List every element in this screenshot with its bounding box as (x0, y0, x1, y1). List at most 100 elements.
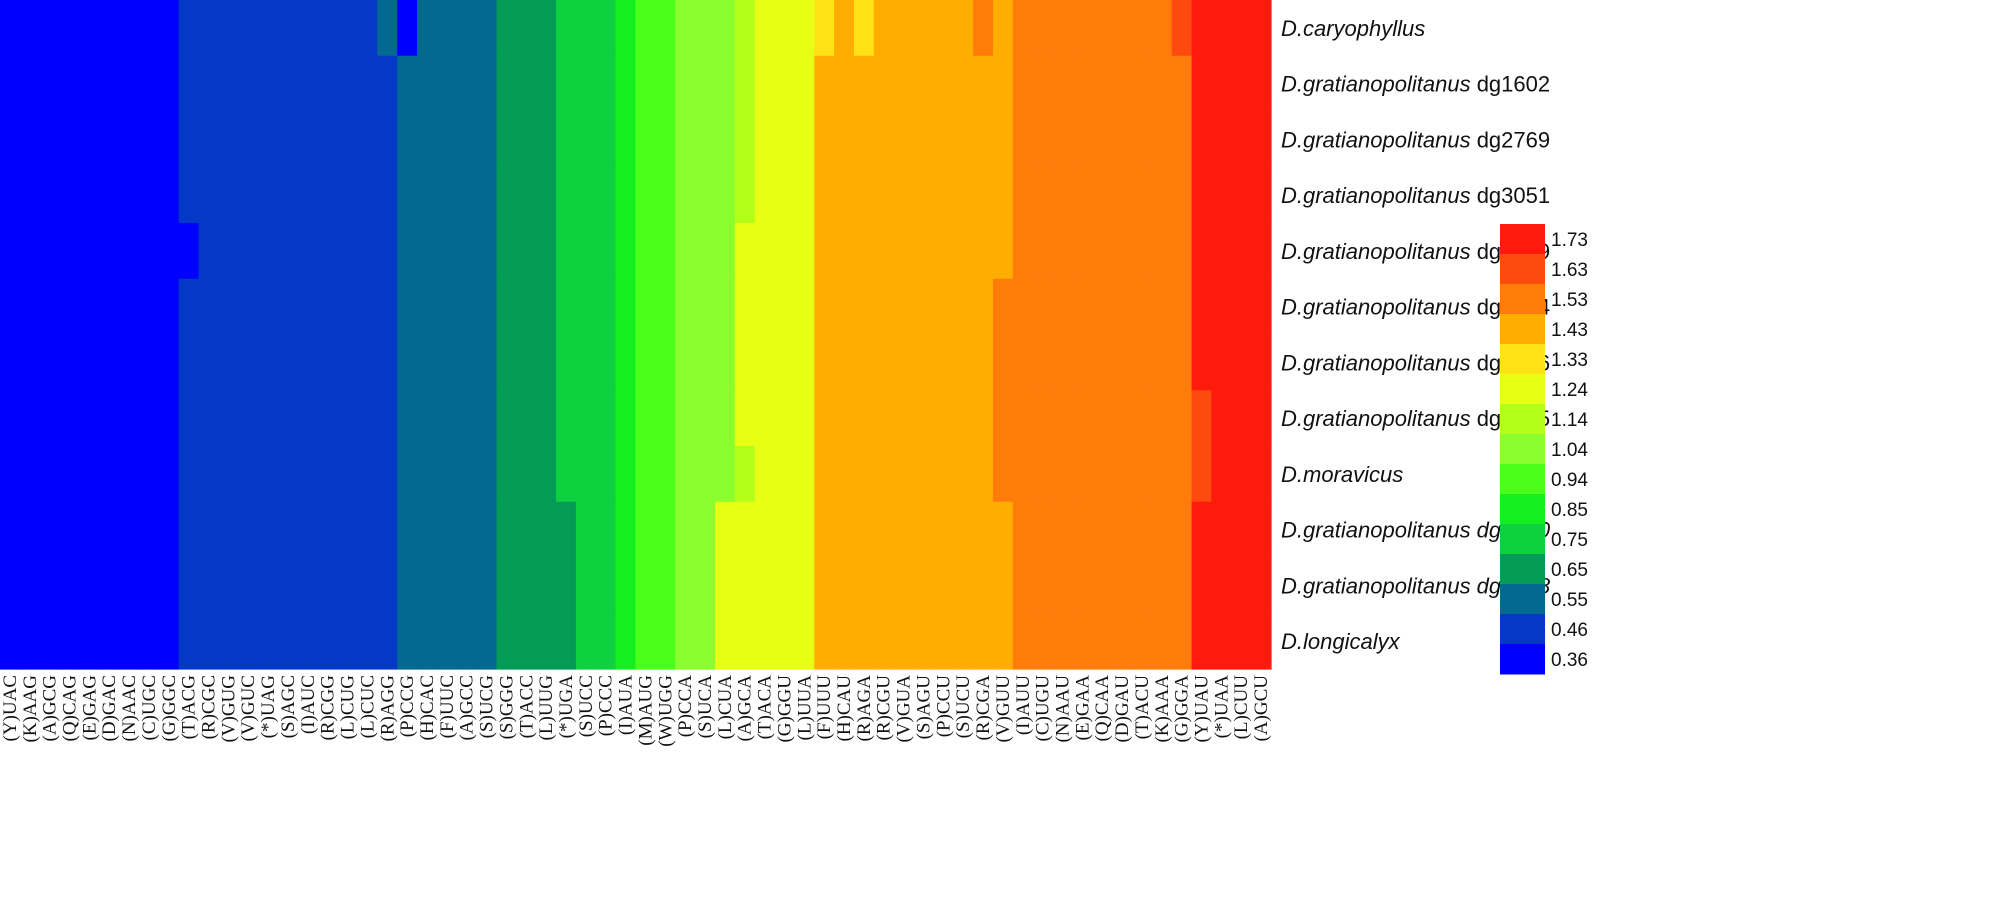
column-label: (A)GCU (1251, 675, 1272, 742)
heatmap-cell (814, 446, 835, 503)
heatmap-cell (992, 390, 1014, 447)
heatmap-cell (397, 334, 418, 391)
column-label: (S)GGG (496, 675, 517, 740)
heatmap-cell (814, 501, 835, 559)
heatmap-cell (397, 55, 418, 113)
heatmap-cell (476, 55, 498, 113)
heatmap-cell (19, 278, 41, 336)
heatmap-cell (973, 334, 994, 391)
heatmap-cell (1092, 390, 1113, 447)
heatmap-cell (794, 167, 815, 224)
heatmap-cell (893, 390, 915, 447)
heatmap-cell (496, 446, 517, 503)
heatmap-cell (595, 501, 617, 559)
heatmap-cell (774, 557, 795, 614)
column-label: (I)AUA (616, 675, 637, 735)
heatmap-cell (39, 390, 61, 447)
heatmap-cell (615, 557, 637, 614)
heatmap-cell (1131, 390, 1153, 447)
legend-label: 1.73 (1551, 230, 1588, 251)
heatmap-cell (317, 167, 339, 224)
heatmap-cell (635, 55, 656, 113)
heatmap-cell (873, 501, 895, 559)
heatmap-cell (278, 557, 299, 614)
heatmap-cell (615, 0, 637, 57)
heatmap-cell (59, 111, 81, 168)
column-label: (V)GUC (238, 675, 259, 742)
heatmap-cell (1171, 390, 1193, 447)
heatmap-cell (853, 111, 875, 168)
legend-label: 1.24 (1551, 380, 1588, 401)
heatmap-cell (1092, 613, 1113, 670)
heatmap-cell (337, 446, 359, 503)
heatmap-cell (1211, 613, 1232, 670)
heatmap-cell (1151, 223, 1173, 280)
heatmap-cell (973, 501, 994, 559)
column-label: (R)CGG (318, 675, 339, 741)
heatmap-cell (536, 167, 557, 224)
row-label: D.gratianopolitanus dg3051 (1281, 183, 1550, 208)
heatmap-cell (19, 557, 41, 614)
heatmap-cell (1032, 278, 1054, 336)
heatmap-cell (218, 613, 239, 670)
heatmap-cell (516, 0, 537, 57)
heatmap-cell (675, 223, 696, 280)
heatmap-cell (734, 334, 756, 391)
heatmap-cell (218, 334, 239, 391)
heatmap-cell (19, 0, 41, 57)
heatmap-cell (893, 111, 915, 168)
column-label: (G)GGU (774, 675, 795, 743)
heatmap-cell (337, 501, 359, 559)
heatmap-cell (1251, 613, 1272, 670)
heatmap-cell (516, 55, 537, 113)
heatmap-cell (357, 446, 378, 503)
heatmap-cell (1191, 390, 1213, 447)
heatmap-cell (238, 0, 259, 57)
heatmap-cell (297, 111, 319, 168)
heatmap-cell (774, 0, 795, 57)
heatmap-cell (79, 111, 100, 168)
heatmap-cell (198, 557, 220, 614)
heatmap-cell (377, 501, 398, 559)
heatmap-cell (1092, 557, 1113, 614)
column-label: (R)CGU (874, 675, 895, 741)
heatmap-cell (377, 334, 398, 391)
heatmap-cell (834, 501, 855, 559)
heatmap-cell (774, 278, 795, 336)
heatmap-cell (99, 0, 120, 57)
heatmap-cell (516, 223, 537, 280)
heatmap-cell (1131, 446, 1153, 503)
heatmap-cell (1171, 0, 1193, 57)
heatmap-cell (79, 613, 100, 670)
heatmap-cell (635, 557, 656, 614)
heatmap-cell (1131, 557, 1153, 614)
heatmap-cell (556, 278, 577, 336)
heatmap-cell (1231, 278, 1252, 336)
heatmap-cell (258, 501, 279, 559)
heatmap-cell (913, 446, 934, 503)
heatmap-cell (357, 278, 378, 336)
heatmap-cell (675, 501, 696, 559)
heatmap-cell (139, 0, 160, 57)
heatmap-cell (556, 0, 577, 57)
heatmap-cell (536, 557, 557, 614)
legend-swatch (1500, 614, 1545, 645)
heatmap-cell (79, 278, 100, 336)
heatmap-cell (397, 613, 418, 670)
heatmap-cell (695, 55, 716, 113)
column-label: (T)ACU (1132, 675, 1153, 740)
heatmap-cell (635, 278, 656, 336)
heatmap-cell (496, 501, 517, 559)
heatmap-cell (992, 613, 1014, 670)
heatmap-cell (1072, 55, 1093, 113)
legend-swatch (1500, 554, 1545, 585)
heatmap-cell (297, 501, 319, 559)
heatmap-cell (317, 223, 339, 280)
heatmap-cell (417, 111, 438, 168)
heatmap-cell (119, 278, 140, 336)
heatmap-cell (913, 334, 934, 391)
heatmap-cell (317, 390, 339, 447)
heatmap-cell (834, 278, 855, 336)
heatmap-cell (1231, 167, 1252, 224)
heatmap-cell (417, 167, 438, 224)
